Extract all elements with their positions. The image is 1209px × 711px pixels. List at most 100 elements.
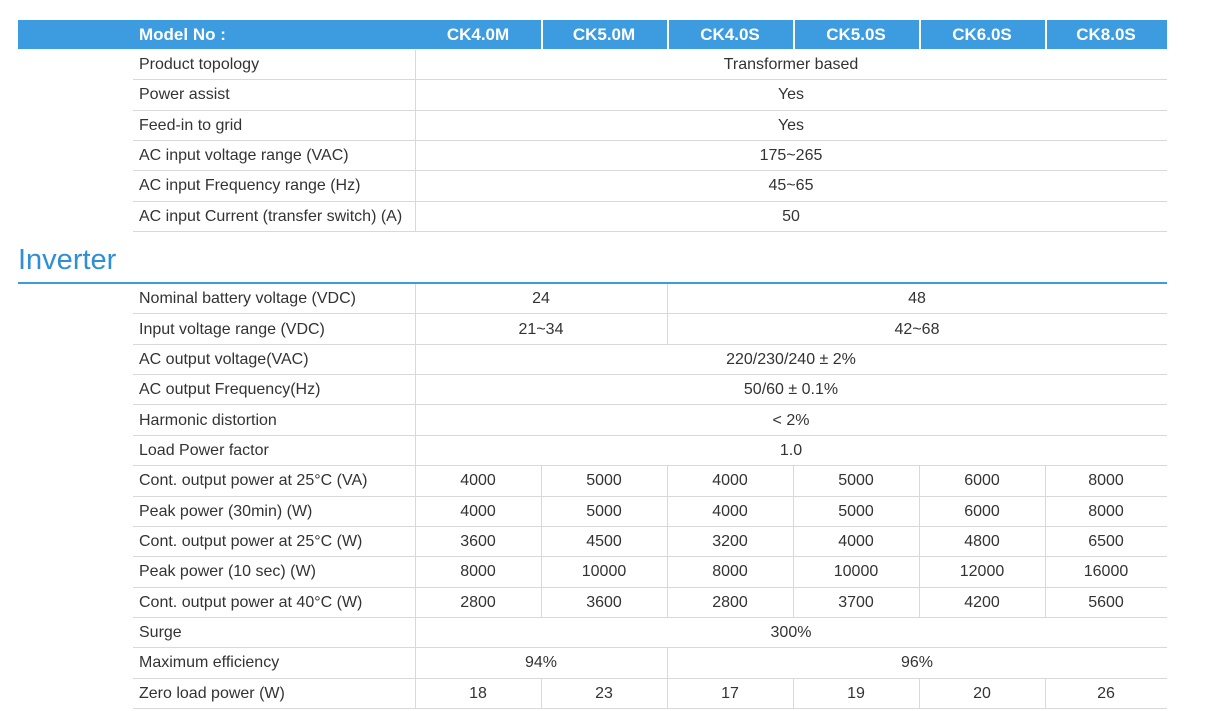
header-divider <box>1045 20 1047 49</box>
row-label: Cont. output power at 25°C (VA) <box>139 472 368 490</box>
column-divider <box>541 678 542 710</box>
cell-value: 8000 <box>460 563 496 581</box>
cell-value: 300% <box>770 624 812 642</box>
row-label: Input voltage range (VDC) <box>139 320 325 338</box>
row-label: Power assist <box>139 86 230 104</box>
row-divider <box>133 616 1167 618</box>
cell-value: 8000 <box>1088 472 1124 490</box>
cell-value: 6000 <box>964 502 1000 520</box>
column-divider <box>667 526 668 558</box>
row-label: AC input Frequency range (Hz) <box>139 177 361 195</box>
row-label: Maximum efficiency <box>139 654 280 672</box>
column-divider <box>415 314 416 345</box>
column-divider <box>667 678 668 710</box>
column-divider <box>1045 587 1046 618</box>
column-divider <box>415 171 416 202</box>
row-label: Surge <box>139 624 182 642</box>
row-divider <box>133 677 1167 679</box>
column-divider <box>667 496 668 527</box>
row-divider <box>133 109 1167 111</box>
column-divider <box>1045 496 1046 527</box>
cell-value: 50/60 ± 0.1% <box>743 381 839 399</box>
column-divider <box>919 496 920 527</box>
column-divider <box>415 617 416 649</box>
column-divider <box>919 678 920 710</box>
cell-value: 19 <box>847 684 865 702</box>
header-divider <box>541 20 543 49</box>
cell-value: 16000 <box>1083 563 1129 581</box>
model-name: CK6.0S <box>952 24 1012 44</box>
cell-value: 20 <box>973 684 991 702</box>
row-divider <box>133 404 1167 406</box>
model-name: CK4.0M <box>446 24 510 44</box>
column-divider <box>667 284 668 315</box>
cell-value: 1.0 <box>779 441 803 459</box>
row-label: AC input voltage range (VAC) <box>139 147 349 165</box>
column-divider <box>415 344 416 376</box>
column-divider <box>541 466 542 497</box>
cell-value: Yes <box>777 86 805 104</box>
cell-value: 42~68 <box>894 320 940 338</box>
column-divider <box>415 496 416 527</box>
cell-value: 8000 <box>712 563 748 581</box>
cell-value: 18 <box>469 684 487 702</box>
section-title: Inverter <box>18 244 117 276</box>
column-divider <box>415 557 416 588</box>
column-divider <box>415 110 416 141</box>
row-divider <box>133 434 1167 436</box>
column-divider <box>1045 678 1046 710</box>
column-divider <box>415 466 416 497</box>
row-divider <box>133 647 1167 649</box>
row-divider <box>133 556 1167 558</box>
cell-value: 4000 <box>460 472 496 490</box>
column-divider <box>415 201 416 232</box>
column-divider <box>415 405 416 436</box>
cell-value: 8000 <box>1088 502 1124 520</box>
row-divider <box>133 586 1167 588</box>
cell-value: 3600 <box>460 533 496 551</box>
cell-value: 2800 <box>712 593 748 611</box>
cell-value: 48 <box>908 290 926 308</box>
column-divider <box>415 678 416 710</box>
column-divider <box>541 496 542 527</box>
row-divider <box>133 525 1167 527</box>
cell-value: 96% <box>900 654 934 672</box>
row-label: Feed-in to grid <box>139 116 243 134</box>
cell-value: 4800 <box>964 533 1000 551</box>
column-divider <box>667 557 668 588</box>
row-divider <box>133 343 1167 345</box>
column-divider <box>541 587 542 618</box>
cell-value: 24 <box>532 290 550 308</box>
column-divider <box>415 80 416 111</box>
column-divider <box>415 50 416 81</box>
model-name: CK5.0S <box>826 24 886 44</box>
cell-value: 3200 <box>712 533 748 551</box>
column-divider <box>667 648 668 679</box>
cell-value: 4000 <box>838 533 874 551</box>
cell-value: 5000 <box>586 502 622 520</box>
row-label: AC input Current (transfer switch) (A) <box>139 207 403 225</box>
row-label: AC output Frequency(Hz) <box>139 381 321 399</box>
column-divider <box>667 466 668 497</box>
column-divider <box>415 526 416 558</box>
row-divider <box>133 313 1167 315</box>
row-divider <box>133 708 1167 710</box>
row-divider <box>133 230 1167 232</box>
column-divider <box>793 526 794 558</box>
cell-value: 4200 <box>964 593 1000 611</box>
header-bar <box>18 20 1167 49</box>
cell-value: 21~34 <box>518 320 564 338</box>
column-divider <box>793 557 794 588</box>
row-divider <box>133 374 1167 376</box>
cell-value: 175~265 <box>759 147 823 165</box>
cell-value: 4500 <box>586 533 622 551</box>
row-label: Harmonic distortion <box>139 411 277 429</box>
row-label: AC output voltage(VAC) <box>139 350 309 368</box>
header-label: Model No : <box>139 24 226 44</box>
column-divider <box>541 526 542 558</box>
cell-value: 5000 <box>838 472 874 490</box>
section-rule <box>18 282 1167 284</box>
cell-value: 220/230/240 ± 2% <box>726 350 856 368</box>
cell-value: 26 <box>1097 684 1115 702</box>
